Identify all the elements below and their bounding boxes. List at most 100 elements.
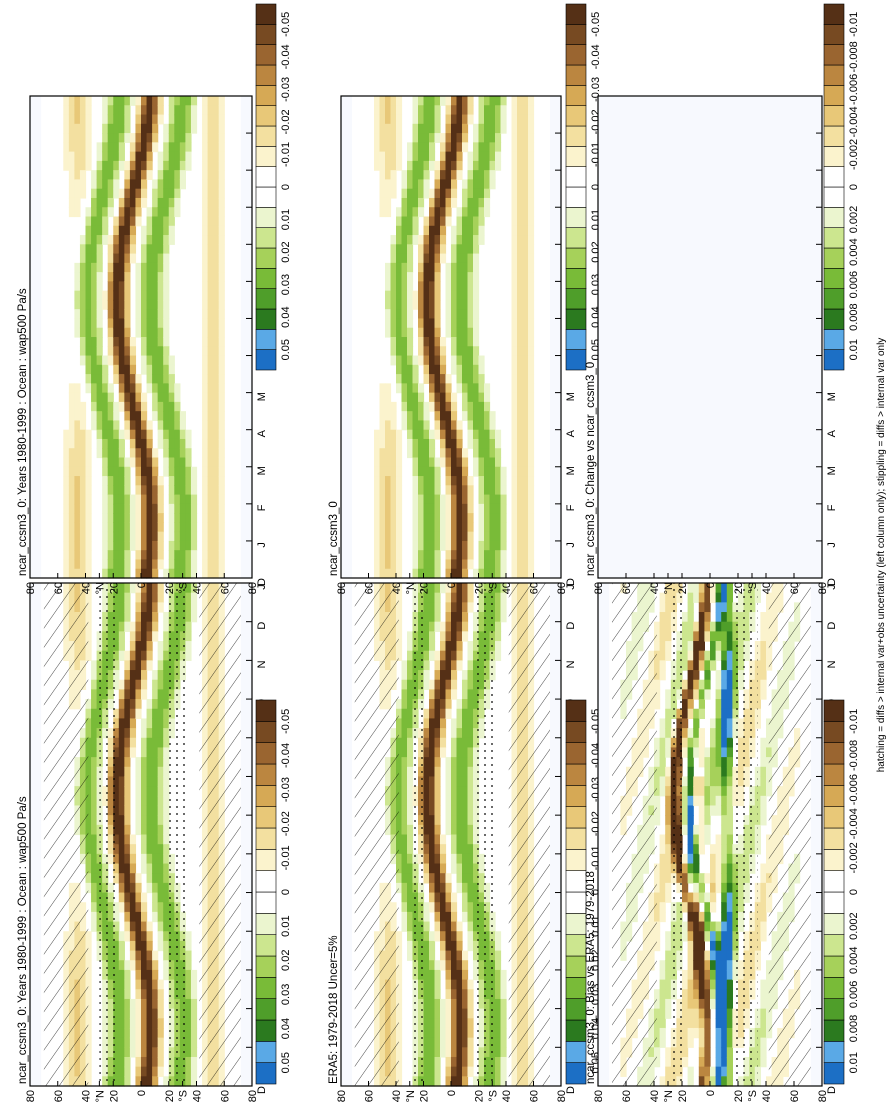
field-cell <box>396 737 403 749</box>
field-cell <box>79 420 87 431</box>
field-cell <box>500 612 507 623</box>
field-cell <box>85 448 92 459</box>
field-cell <box>484 494 491 505</box>
field-cell <box>107 568 114 579</box>
field-cell <box>129 392 137 403</box>
field-cell <box>511 96 518 106</box>
field-cell <box>141 392 148 403</box>
field-cell <box>74 207 81 218</box>
field-cell <box>135 160 142 171</box>
field-cell <box>467 834 474 845</box>
field-cell <box>202 364 209 375</box>
field-cell <box>517 513 524 523</box>
field-cell <box>185 641 192 652</box>
field-cell <box>152 1037 159 1048</box>
field-cell <box>91 318 98 329</box>
field-cell <box>390 411 397 422</box>
field-cell <box>79 401 87 412</box>
field-cell <box>135 931 142 942</box>
lat-tick-label: 20 <box>108 582 120 594</box>
field-cell <box>528 355 535 366</box>
field-cell <box>456 96 463 106</box>
field-cell <box>68 188 75 199</box>
field-cell <box>467 699 474 710</box>
field-cell <box>74 197 81 208</box>
field-cell <box>511 429 518 440</box>
field-cell <box>396 253 403 264</box>
field-cell <box>456 824 463 836</box>
field-cell <box>152 513 159 523</box>
field-cell <box>440 133 447 143</box>
field-cell <box>467 940 474 952</box>
field-cell <box>434 834 441 845</box>
field-cell <box>141 950 148 961</box>
field-cell <box>445 931 452 942</box>
lat-tick-label: 20 <box>164 1090 176 1102</box>
field-cell <box>522 290 529 301</box>
field-cell <box>218 540 225 551</box>
field-cell <box>462 540 469 551</box>
field-cell <box>68 96 75 106</box>
field-cell <box>146 660 153 671</box>
field-cell <box>79 96 87 106</box>
field-cell <box>478 522 485 533</box>
field-cell <box>462 133 469 143</box>
field-cell <box>451 1047 458 1058</box>
colorbar-swatch <box>255 207 277 228</box>
field-cell <box>63 568 70 579</box>
field-cell <box>157 1008 164 1019</box>
field-cell <box>385 281 392 292</box>
field-cell <box>418 123 425 134</box>
field-cell <box>451 1066 458 1077</box>
field-cell <box>434 550 441 561</box>
field-cell <box>107 457 114 468</box>
field-cell <box>462 737 469 749</box>
field-cell <box>434 494 441 505</box>
field-cell <box>517 151 524 162</box>
field-cell <box>445 679 452 690</box>
field-cell <box>146 160 153 171</box>
field-cell <box>379 411 386 422</box>
field-cell <box>390 485 397 496</box>
field-cell <box>146 815 153 826</box>
field-cell <box>74 188 81 199</box>
field-cell <box>135 660 142 671</box>
field-cell <box>467 670 474 681</box>
field-cell <box>168 540 175 551</box>
field-cell <box>152 179 159 190</box>
field-cell <box>207 485 214 496</box>
field-cell <box>484 105 491 116</box>
colorbar-swatch <box>255 166 277 188</box>
field-cell <box>407 235 414 245</box>
field-cell <box>385 262 392 273</box>
field-cell <box>113 346 120 357</box>
field-cell <box>445 188 452 199</box>
field-cell <box>96 207 103 218</box>
colorbar-swatch <box>255 721 277 743</box>
field-cell <box>401 670 408 681</box>
field-cell <box>179 133 186 143</box>
field-cell <box>141 513 148 523</box>
field-cell <box>218 448 225 459</box>
field-cell <box>118 318 125 329</box>
field-cell <box>207 309 214 320</box>
field-cell <box>440 631 447 642</box>
field-cell <box>390 550 397 561</box>
field-cell <box>396 105 403 116</box>
colorbar-label: -0.02 <box>280 811 292 836</box>
field-cell <box>489 466 496 477</box>
field-cell <box>190 503 198 514</box>
field-cell <box>407 411 414 422</box>
field-cell <box>74 281 81 292</box>
field-cell <box>185 429 192 440</box>
field-cell <box>135 979 142 990</box>
field-cell <box>423 834 430 845</box>
field-cell <box>456 728 463 739</box>
field-cell <box>423 522 430 533</box>
field-cell <box>511 281 518 292</box>
field-cell <box>102 476 109 486</box>
field-cell <box>79 327 87 338</box>
field-cell <box>207 494 214 505</box>
field-cell <box>63 123 70 134</box>
field-cell <box>179 411 186 422</box>
